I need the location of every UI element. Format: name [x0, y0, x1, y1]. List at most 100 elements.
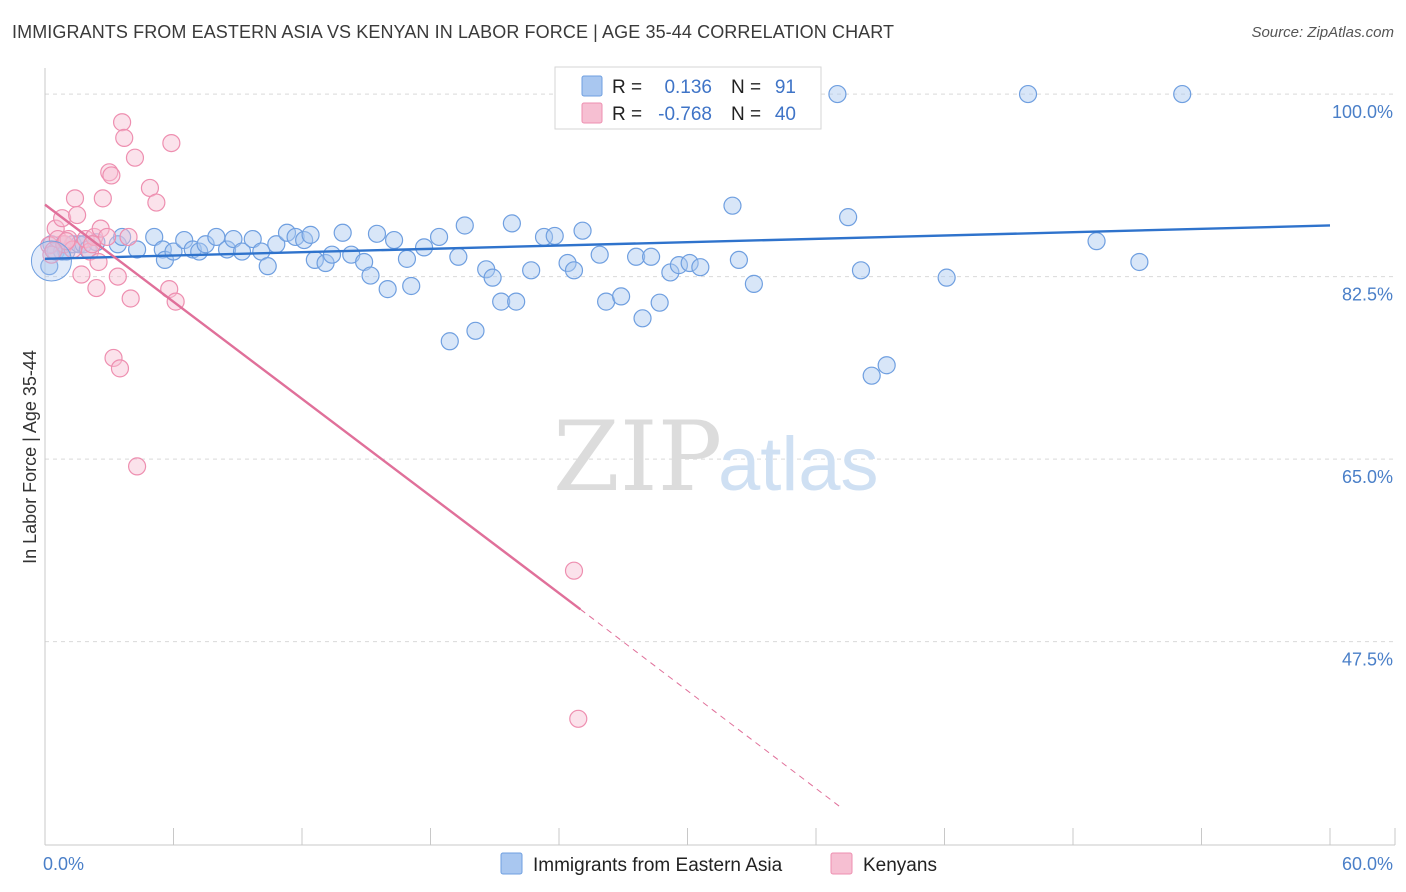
- point-eastern-asia-14: [145, 227, 164, 247]
- point-eastern-asia-60: [558, 253, 577, 273]
- y-tick-label-2: 65.0%: [1342, 467, 1393, 487]
- point-eastern-asia-50: [455, 216, 474, 235]
- trend-line-pink: [44, 203, 582, 611]
- point-kenyan-21: [104, 348, 123, 368]
- y-tick-label-1: 82.5%: [1342, 285, 1393, 305]
- point-kenyan-22: [108, 267, 127, 286]
- point-kenyan-36: [569, 709, 588, 728]
- point-eastern-asia-30: [277, 223, 297, 242]
- watermark: ZIP atlas: [553, 401, 879, 513]
- point-eastern-asia-24: [224, 229, 243, 249]
- point-eastern-asia-37: [333, 223, 352, 242]
- x-tick-labels: 0.0% 60.0%: [43, 854, 1393, 874]
- legend-r-value-1: 0.136: [664, 77, 712, 98]
- legend-n-label-2: N =: [731, 104, 761, 125]
- trend-lines: [44, 203, 1331, 807]
- point-eastern-asia-81: [862, 366, 881, 385]
- point-eastern-asia-83: [937, 268, 956, 287]
- point-eastern-asia-55: [502, 214, 521, 233]
- point-eastern-asia-28: [258, 257, 277, 276]
- chart-source: Source: ZipAtlas.com: [1251, 24, 1394, 41]
- legend-swatch-pink: [581, 102, 603, 124]
- point-eastern-asia-76: [744, 274, 763, 293]
- legend-n-value-1: 91: [775, 77, 796, 98]
- point-kenyan-10: [72, 265, 91, 284]
- legend-r-value-2: -0.768: [658, 104, 712, 125]
- point-eastern-asia-62: [573, 221, 592, 240]
- point-kenyan-9: [68, 205, 87, 225]
- point-eastern-asia-69: [650, 293, 669, 312]
- point-eastern-asia-36: [322, 245, 342, 264]
- point-kenyan-33: [162, 133, 181, 153]
- point-kenyan-17: [93, 189, 112, 208]
- point-eastern-asia-87: [1173, 84, 1192, 104]
- trend-line-blue: [44, 224, 1331, 261]
- legend-swatch-blue: [581, 75, 603, 97]
- point-eastern-asia-41: [367, 224, 387, 243]
- y-tick-label-3: 47.5%: [1342, 650, 1393, 670]
- stats-legend: R = 0.136 N = 91 R = -0.768 N = 40: [554, 66, 822, 130]
- point-kenyan-28: [125, 148, 145, 167]
- axes: [44, 68, 1396, 846]
- point-eastern-asia-73: [691, 258, 710, 277]
- watermark-zip: ZIP: [553, 401, 722, 513]
- point-eastern-asia-13: [127, 240, 147, 259]
- point-eastern-asia-74: [723, 196, 742, 215]
- legend-n-value-2: 40: [775, 104, 796, 125]
- point-kenyan-20: [102, 166, 121, 185]
- point-eastern-asia-45: [402, 276, 421, 296]
- point-eastern-asia-53: [483, 268, 502, 287]
- point-kenyan-26: [119, 227, 138, 247]
- point-eastern-asia-26: [243, 229, 262, 249]
- bottom-legend-swatch-pink: [830, 852, 853, 875]
- point-eastern-asia-12: [112, 227, 132, 247]
- point-kenyan-39: [83, 235, 102, 254]
- point-eastern-asia-82: [877, 356, 896, 375]
- x-tick-label-0: 0.0%: [43, 854, 84, 874]
- point-kenyan-8: [65, 189, 85, 208]
- point-eastern-asia-78: [828, 84, 847, 104]
- trend-line-extension-pink: [580, 608, 840, 807]
- point-kenyan-37: [57, 232, 76, 251]
- point-eastern-asia-51: [466, 321, 485, 340]
- legend-r-label-2: R =: [612, 104, 642, 125]
- point-eastern-asia-48: [440, 332, 459, 351]
- point-eastern-asia-54: [492, 292, 511, 311]
- y-tick-labels: 100.0% 82.5% 65.0% 47.5%: [1332, 102, 1393, 670]
- point-kenyan-29: [127, 457, 147, 476]
- grid-lines: [45, 93, 1395, 643]
- point-eastern-asia-49: [449, 247, 468, 266]
- point-eastern-asia-75: [729, 250, 749, 270]
- chart-title: IMMIGRANTS FROM EASTERN ASIA VS KENYAN I…: [12, 22, 895, 42]
- point-eastern-asia-59: [545, 226, 564, 246]
- point-eastern-asia-46: [414, 238, 434, 257]
- point-eastern-asia-57: [522, 261, 541, 280]
- bottom-legend: Immigrants from Eastern Asia Kenyans: [500, 852, 937, 876]
- point-eastern-asia-86: [1130, 252, 1149, 272]
- point-eastern-asia-47: [429, 227, 449, 247]
- point-eastern-asia-85: [1087, 232, 1106, 251]
- point-eastern-asia-cluster: [30, 240, 72, 282]
- y-axis-label: In Labor Force | Age 35-44: [20, 350, 40, 564]
- point-kenyan-24: [112, 113, 132, 132]
- point-eastern-asia-67: [633, 309, 652, 328]
- point-eastern-asia-84: [1018, 84, 1038, 104]
- point-kenyan-25: [115, 128, 134, 147]
- point-eastern-asia-68: [641, 247, 661, 266]
- bottom-legend-label-pink: Kenyans: [863, 855, 937, 876]
- point-kenyan-19: [100, 163, 119, 182]
- bottom-legend-swatch-blue: [500, 852, 523, 875]
- point-kenyan-23: [110, 359, 130, 378]
- point-eastern-asia-40: [361, 266, 380, 285]
- point-eastern-asia-72: [680, 253, 699, 273]
- x-tick-label-1: 60.0%: [1342, 854, 1393, 874]
- point-eastern-asia-33: [301, 225, 320, 244]
- point-eastern-asia-25: [232, 242, 252, 261]
- point-eastern-asia-63: [590, 245, 609, 264]
- point-eastern-asia-80: [851, 261, 871, 280]
- point-eastern-asia-79: [839, 208, 858, 227]
- point-eastern-asia-65: [612, 287, 631, 306]
- point-eastern-asia-42: [378, 280, 397, 299]
- point-kenyan-18: [98, 227, 117, 247]
